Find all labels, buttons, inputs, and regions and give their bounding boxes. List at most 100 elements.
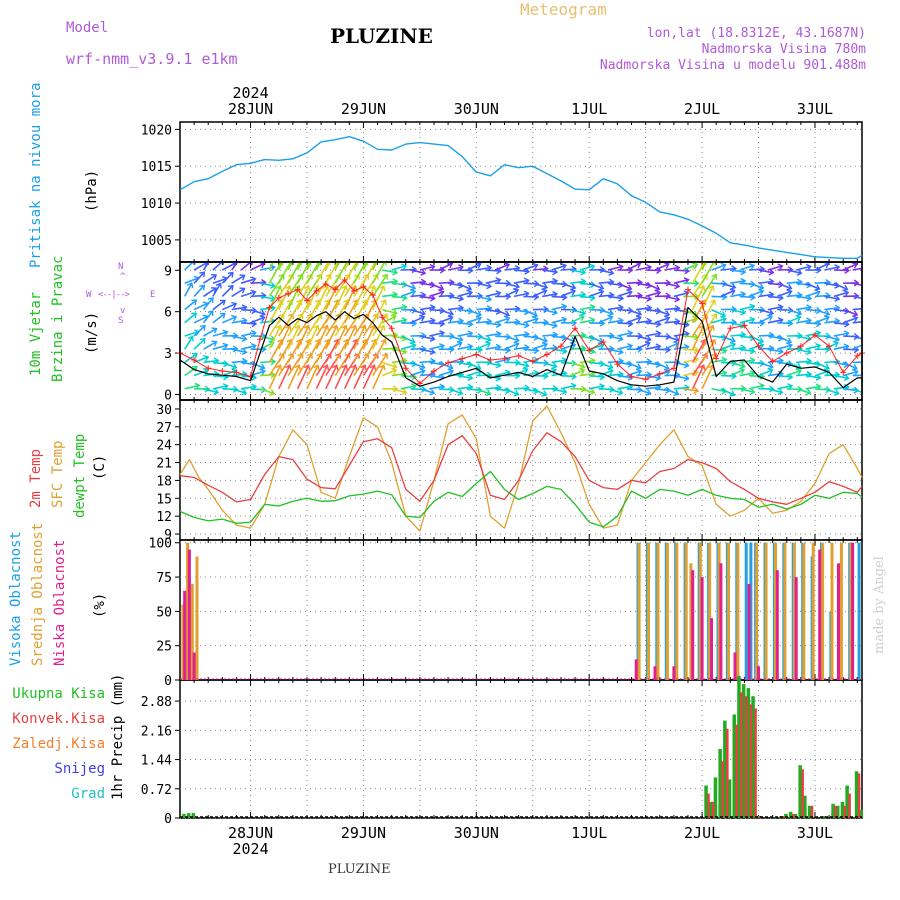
wind-arrow-head	[332, 246, 337, 251]
wind-arrow-head	[853, 292, 860, 300]
wind-arrow	[852, 388, 862, 394]
precip-total-bar	[807, 805, 812, 818]
wind-arrow	[645, 269, 661, 272]
wind-arrow	[776, 335, 792, 344]
wind-arrow	[551, 359, 567, 364]
day-label-top: 29JUN	[341, 100, 386, 118]
wind-arrow	[560, 335, 576, 343]
wind-arrow	[400, 344, 416, 350]
wind-arrow-head	[187, 282, 194, 289]
precip-conv-bar	[791, 813, 795, 818]
wind-arrow-head	[314, 246, 319, 251]
wind-arrow-head	[392, 385, 399, 393]
wind-arrow	[466, 316, 482, 324]
wind-arrow	[542, 280, 558, 284]
wind-arrow	[843, 348, 859, 351]
wind-arrow	[777, 322, 793, 325]
ytick-label-temperature: 27	[156, 421, 172, 436]
cloud-bar	[774, 542, 777, 680]
wind-arrow	[231, 306, 247, 311]
wind-arrow	[777, 344, 793, 350]
wind-arrow-head	[350, 284, 358, 292]
wind-arrow	[485, 386, 501, 390]
wind-arrow	[730, 361, 745, 368]
wind-arrow	[607, 295, 624, 300]
wind-arrow	[777, 385, 793, 390]
wind-arrow-head	[589, 388, 596, 396]
wind-arrow	[833, 374, 849, 380]
wind-arrow	[786, 281, 802, 284]
wind-arrow-head	[665, 292, 672, 300]
wind-arrow	[758, 369, 773, 377]
ytick-label-pressure: 1020	[141, 123, 172, 138]
wind-arrow	[372, 353, 388, 377]
wind-arrow-head	[552, 321, 558, 329]
wind-arrow	[635, 388, 651, 395]
cloud-bar	[792, 542, 796, 680]
wind-arrow-head	[532, 316, 539, 324]
station-title: PLUZINE	[330, 24, 433, 48]
wind-arrow	[796, 373, 812, 377]
precip-total-bar	[751, 696, 755, 818]
cloud-bar	[818, 549, 822, 680]
wind-arrow-head	[787, 306, 794, 314]
wind-arrow	[400, 282, 416, 290]
wind-arrow-head	[541, 342, 549, 349]
wind-arrow	[325, 262, 339, 284]
wind-arrow-head	[379, 364, 386, 371]
wind-arrow	[551, 318, 567, 324]
wind-arrow-head	[241, 388, 248, 396]
wind-arrow	[542, 269, 558, 273]
wind-arrow	[353, 285, 366, 310]
wind-arrow-head	[194, 262, 196, 265]
wind-arrow	[664, 295, 680, 301]
wind-arrow-head	[607, 314, 614, 322]
wind-arrow-head	[711, 273, 718, 280]
wind-arrow	[645, 386, 661, 390]
precip-conv-bar	[735, 724, 738, 818]
wind-arrow-head	[646, 294, 653, 302]
wind-arrow	[447, 282, 463, 287]
wind-arrow-head	[853, 332, 860, 341]
wind-arrow-head	[570, 283, 577, 291]
wind-arrow	[325, 339, 340, 363]
wind-arrow-head	[617, 388, 624, 396]
wind-arrow-head	[589, 347, 596, 355]
compass-n: N	[118, 262, 124, 272]
wind-arrow-head	[232, 332, 239, 340]
precip-total-bar	[713, 777, 718, 818]
wind-arrow-head	[815, 329, 822, 337]
wind-arrow-head	[863, 296, 868, 302]
precip-conv-bar	[857, 773, 861, 818]
cloud-bar	[727, 542, 730, 680]
wind-arrow-head	[617, 263, 624, 271]
cloud-bar	[837, 563, 840, 680]
wind-arrow	[410, 294, 426, 298]
wind-arrow	[701, 262, 715, 284]
wind-arrow	[645, 332, 661, 337]
wind-arrow	[833, 269, 849, 272]
precip-conv-bar	[712, 801, 715, 818]
wind-arrow-head	[569, 337, 576, 344]
wind-arrows	[183, 246, 868, 397]
wind-arrow	[419, 388, 435, 394]
wind-arrow	[824, 266, 840, 271]
wind-arrow	[221, 316, 237, 324]
wind-arrow-head	[275, 324, 283, 331]
precip-total-bar	[845, 785, 849, 818]
wind-arrow-head	[270, 358, 277, 366]
wind-arrow	[739, 305, 755, 311]
precip-conv-bar	[843, 805, 847, 818]
wind-arrow	[504, 335, 519, 342]
wind-arrow	[852, 307, 862, 311]
wind-arrow	[504, 267, 520, 271]
wind-arrow	[730, 346, 746, 350]
wind-arrow-head	[467, 289, 474, 297]
wind-arrow	[626, 316, 642, 324]
wind-arrow	[315, 299, 330, 324]
precip-conv-bar	[721, 761, 724, 818]
wind-arrow	[268, 364, 282, 390]
wind-arrow	[805, 282, 820, 290]
wind-arrow	[626, 262, 641, 271]
wind-arrow	[353, 299, 368, 324]
